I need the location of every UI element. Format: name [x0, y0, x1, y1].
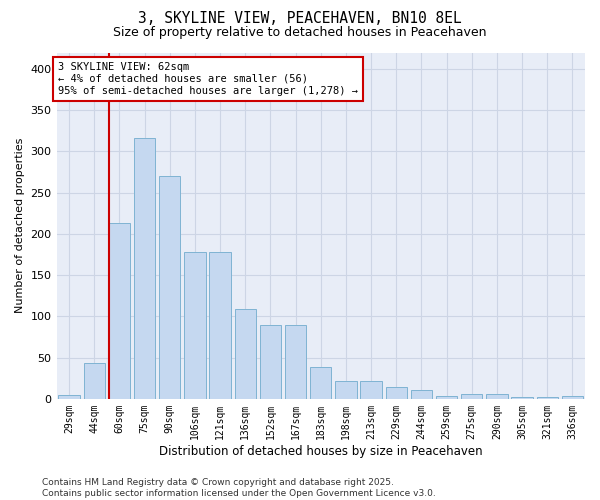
Bar — [536, 397, 558, 399]
Bar — [411, 390, 432, 399]
Text: Size of property relative to detached houses in Peacehaven: Size of property relative to detached ho… — [113, 26, 487, 39]
Text: Contains HM Land Registry data © Crown copyright and database right 2025.
Contai: Contains HM Land Registry data © Crown c… — [42, 478, 436, 498]
Bar — [386, 388, 407, 399]
Bar — [209, 252, 231, 399]
Bar — [310, 368, 331, 399]
Bar — [285, 324, 307, 399]
Bar — [235, 309, 256, 399]
Bar — [511, 397, 533, 399]
Bar — [562, 396, 583, 399]
Text: 3, SKYLINE VIEW, PEACEHAVEN, BN10 8EL: 3, SKYLINE VIEW, PEACEHAVEN, BN10 8EL — [138, 11, 462, 26]
X-axis label: Distribution of detached houses by size in Peacehaven: Distribution of detached houses by size … — [159, 444, 482, 458]
Bar — [83, 362, 105, 399]
Bar — [184, 252, 206, 399]
Bar — [260, 324, 281, 399]
Text: 3 SKYLINE VIEW: 62sqm
← 4% of detached houses are smaller (56)
95% of semi-detac: 3 SKYLINE VIEW: 62sqm ← 4% of detached h… — [58, 62, 358, 96]
Bar — [58, 394, 80, 399]
Bar — [134, 138, 155, 399]
Bar — [486, 394, 508, 399]
Bar — [109, 223, 130, 399]
Bar — [361, 380, 382, 399]
Bar — [159, 176, 181, 399]
Bar — [461, 394, 482, 399]
Y-axis label: Number of detached properties: Number of detached properties — [15, 138, 25, 314]
Bar — [436, 396, 457, 399]
Bar — [335, 380, 356, 399]
